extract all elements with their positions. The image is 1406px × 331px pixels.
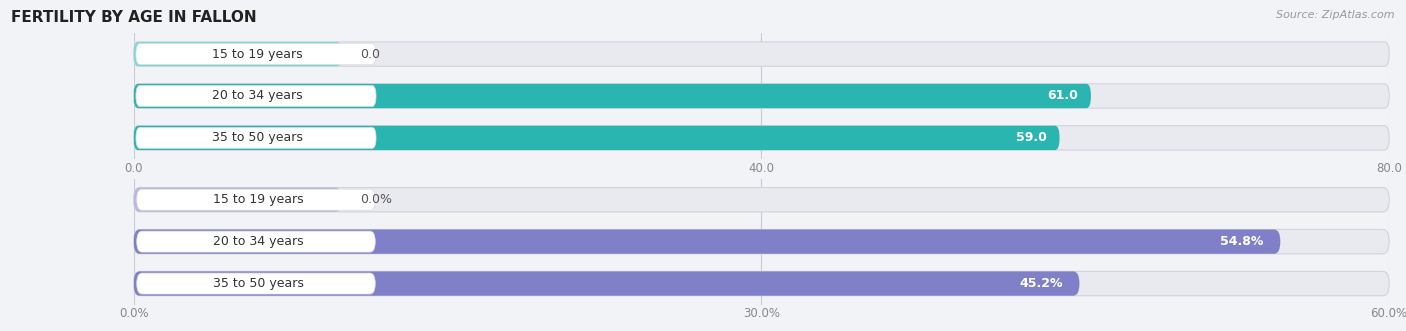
FancyBboxPatch shape <box>134 126 1060 150</box>
Text: 54.8%: 54.8% <box>1220 235 1264 248</box>
FancyBboxPatch shape <box>134 84 1091 108</box>
FancyBboxPatch shape <box>136 231 375 252</box>
FancyBboxPatch shape <box>136 44 375 65</box>
FancyBboxPatch shape <box>134 188 1389 212</box>
FancyBboxPatch shape <box>136 127 375 148</box>
FancyBboxPatch shape <box>134 84 1389 108</box>
Text: 35 to 50 years: 35 to 50 years <box>212 131 304 144</box>
FancyBboxPatch shape <box>136 85 375 107</box>
FancyBboxPatch shape <box>134 229 1389 254</box>
Text: 35 to 50 years: 35 to 50 years <box>212 277 304 290</box>
FancyBboxPatch shape <box>134 42 342 66</box>
FancyBboxPatch shape <box>134 271 1389 296</box>
FancyBboxPatch shape <box>134 126 1389 150</box>
FancyBboxPatch shape <box>134 229 1281 254</box>
Text: 0.0: 0.0 <box>360 48 381 61</box>
Text: 45.2%: 45.2% <box>1019 277 1063 290</box>
Text: 59.0: 59.0 <box>1017 131 1047 144</box>
FancyBboxPatch shape <box>136 273 375 294</box>
Text: 15 to 19 years: 15 to 19 years <box>212 48 302 61</box>
Text: 0.0%: 0.0% <box>360 193 392 206</box>
Text: 20 to 34 years: 20 to 34 years <box>212 235 304 248</box>
Text: 20 to 34 years: 20 to 34 years <box>212 89 302 103</box>
Text: 15 to 19 years: 15 to 19 years <box>212 193 304 206</box>
FancyBboxPatch shape <box>134 188 342 212</box>
Text: 61.0: 61.0 <box>1047 89 1078 103</box>
FancyBboxPatch shape <box>136 189 375 210</box>
Text: Source: ZipAtlas.com: Source: ZipAtlas.com <box>1277 10 1395 20</box>
FancyBboxPatch shape <box>134 42 1389 66</box>
FancyBboxPatch shape <box>134 271 1080 296</box>
Text: FERTILITY BY AGE IN FALLON: FERTILITY BY AGE IN FALLON <box>11 10 257 25</box>
